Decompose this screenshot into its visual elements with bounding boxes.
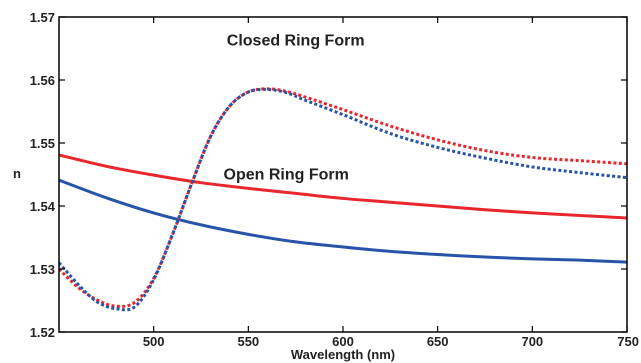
x-tick-label: 600 [332,334,354,349]
x-axis-title: Wavelength (nm) [291,347,395,362]
annotation-closed-ring-form: Closed Ring Form [227,32,365,49]
x-tick-label: 750 [617,334,639,349]
y-tick-label: 1.54 [30,199,56,214]
series-layer [59,87,627,312]
x-tick-label: 650 [427,334,449,349]
annotation-layer: Closed Ring Form Open Ring Form [224,32,365,183]
y-tick-label: 1.57 [30,10,55,25]
y-tick-label: 1.53 [30,262,55,277]
y-tick-label: 1.52 [30,325,55,340]
series-blue-solid-line [59,178,627,264]
x-tick-label: 550 [237,334,259,349]
series-red-solid-line [59,153,627,220]
annotation-open-ring-form: Open Ring Form [224,167,349,184]
y-axis-title: n [13,166,21,181]
x-tick-label: 500 [143,334,165,349]
y-tick-label: 1.56 [30,73,55,88]
labels-layer: 500 550 600 650 700 750 1.52 1.53 1.54 1.55 1.56 1.… [30,10,639,349]
y-tick-label: 1.55 [30,136,55,151]
x-tick-label: 700 [521,334,543,349]
series-blue-dotted-line [59,87,627,312]
ticks-layer [59,16,628,333]
